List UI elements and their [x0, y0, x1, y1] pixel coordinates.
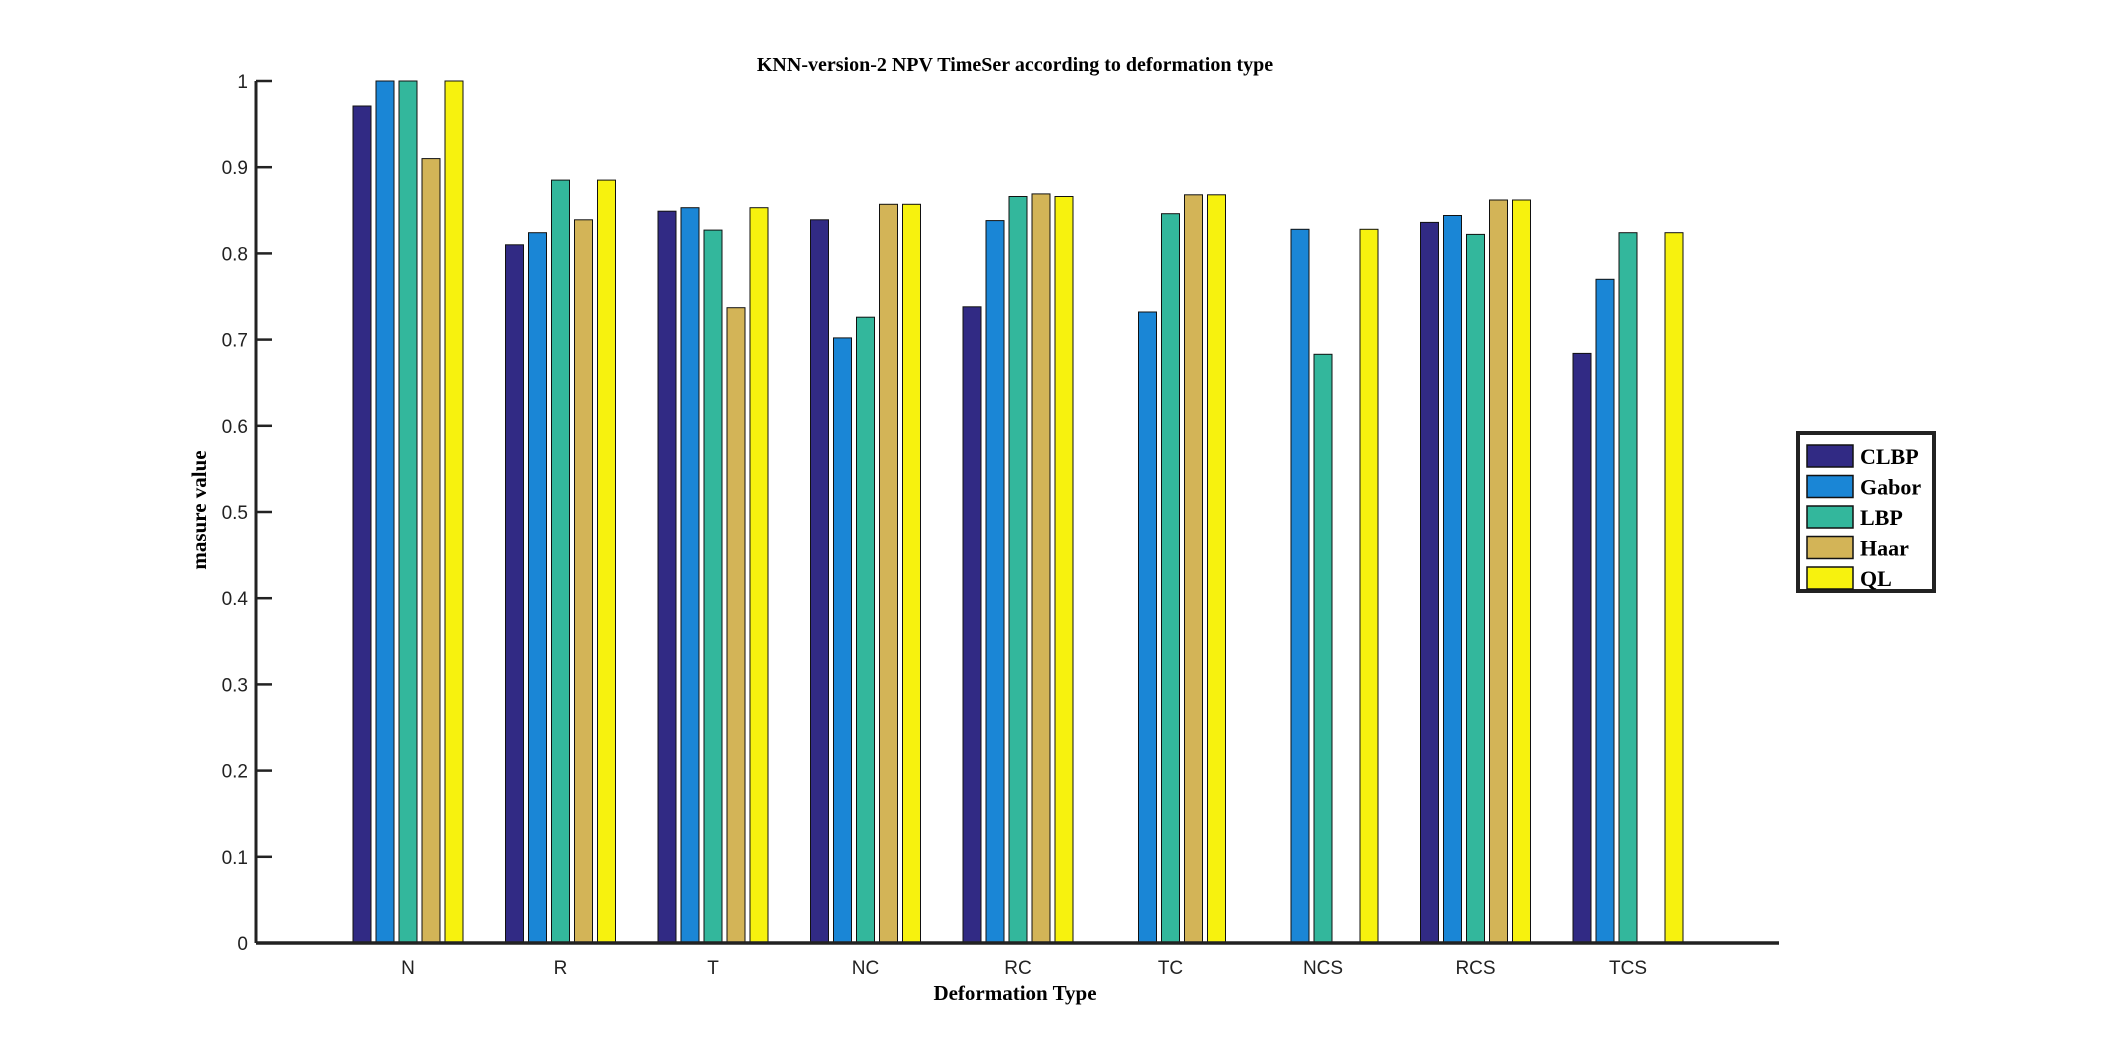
x-axis: N R T NC RC TC NCS RCS TCS	[256, 941, 1779, 979]
bar-clbp-r	[505, 244, 524, 944]
bar-ql-tcs	[1664, 232, 1684, 944]
bar-clbp-t	[657, 210, 677, 944]
bar-ql-nc	[902, 203, 921, 944]
bar-clbp-nc	[810, 219, 829, 944]
bar-gabor-r	[528, 232, 547, 944]
y-tick-label: 0	[237, 934, 248, 955]
bar-haar-rc	[1031, 193, 1051, 944]
legend-label-lbp: LBP	[1860, 505, 1903, 530]
bar-ql-rcs	[1512, 199, 1531, 944]
y-tick-label: 0.1	[222, 848, 248, 869]
legend-label-ql: QL	[1860, 566, 1892, 591]
x-tick-label: RCS	[1455, 958, 1495, 979]
y-tick-label: 0.8	[222, 244, 248, 265]
legend-swatch-clbp	[1806, 444, 1854, 468]
bar-lbp-t	[703, 229, 723, 944]
bar-gabor-rc	[985, 220, 1005, 944]
bar-group	[352, 80, 1684, 944]
x-tick-label: NCS	[1303, 958, 1343, 979]
y-tick-label: 0.7	[222, 331, 248, 352]
bar-haar-t	[726, 307, 746, 944]
y-tick-label: 1	[237, 72, 248, 93]
legend-label-gabor: Gabor	[1860, 475, 1921, 500]
bar-ql-r	[597, 179, 616, 944]
legend-swatch-ql	[1806, 566, 1854, 590]
bar-lbp-rcs	[1466, 233, 1485, 944]
bar-clbp-n	[352, 105, 372, 944]
bar-gabor-nc	[833, 337, 852, 944]
bar-gabor-t	[680, 207, 700, 944]
bar-lbp-rc	[1008, 196, 1028, 944]
x-tick-label: TCS	[1609, 958, 1647, 979]
y-tick-label: 0.2	[222, 762, 248, 783]
bar-haar-tc	[1184, 194, 1203, 944]
y-tick-label: 0.4	[222, 589, 249, 610]
y-axis: 0 0.1 0.2 0.3 0.4 0.5 0.6 0.7 0.8 0.9 1	[222, 72, 272, 955]
bar-lbp-r	[551, 179, 570, 944]
legend-swatch-haar	[1806, 535, 1854, 560]
bar-lbp-ncs	[1313, 353, 1333, 944]
bar-ql-t	[749, 207, 769, 944]
bar-ql-ncs	[1359, 228, 1379, 944]
legend-label-clbp: CLBP	[1860, 444, 1919, 469]
legend-swatch-lbp	[1806, 505, 1854, 529]
bar-haar-nc	[879, 203, 898, 944]
x-tick-label: N	[401, 958, 415, 979]
x-tick-label: NC	[852, 958, 879, 979]
bar-ql-tc	[1207, 194, 1226, 944]
bar-lbp-n	[398, 80, 418, 944]
chart-title: KNN-version-2 NPV TimeSer according to d…	[757, 54, 1273, 76]
y-tick-label: 0.5	[222, 503, 248, 524]
x-axis-label: Deformation Type	[933, 981, 1096, 1005]
bar-clbp-rcs	[1420, 221, 1439, 944]
x-tick-label: TC	[1158, 958, 1183, 979]
bar-gabor-rcs	[1443, 215, 1462, 944]
x-tick-label: R	[554, 958, 568, 979]
legend: CLBP Gabor LBP Haar QL	[1796, 431, 1936, 593]
bar-clbp-rc	[962, 306, 982, 944]
bar-lbp-tcs	[1618, 232, 1638, 944]
y-tick-label: 0.9	[222, 158, 248, 179]
bar-gabor-tc	[1138, 311, 1157, 944]
legend-label-haar: Haar	[1860, 536, 1909, 561]
bar-lbp-nc	[856, 316, 875, 944]
bar-ql-rc	[1054, 196, 1074, 944]
y-tick-label: 0.6	[222, 417, 248, 438]
y-axis-label: masure value	[187, 450, 211, 569]
bar-haar-n	[421, 158, 441, 944]
bar-lbp-tc	[1161, 213, 1180, 944]
x-tick-label: RC	[1004, 958, 1031, 979]
bar-gabor-ncs	[1290, 228, 1310, 944]
bar-haar-r	[574, 219, 593, 944]
legend-swatch-gabor	[1806, 474, 1854, 499]
bar-gabor-tcs	[1595, 278, 1615, 944]
bar-gabor-n	[375, 80, 395, 944]
y-tick-label: 0.3	[222, 675, 248, 696]
x-tick-label: T	[707, 958, 719, 979]
bar-clbp-tcs	[1572, 352, 1592, 944]
bar-haar-rcs	[1489, 199, 1508, 944]
bar-ql-n	[444, 80, 464, 944]
